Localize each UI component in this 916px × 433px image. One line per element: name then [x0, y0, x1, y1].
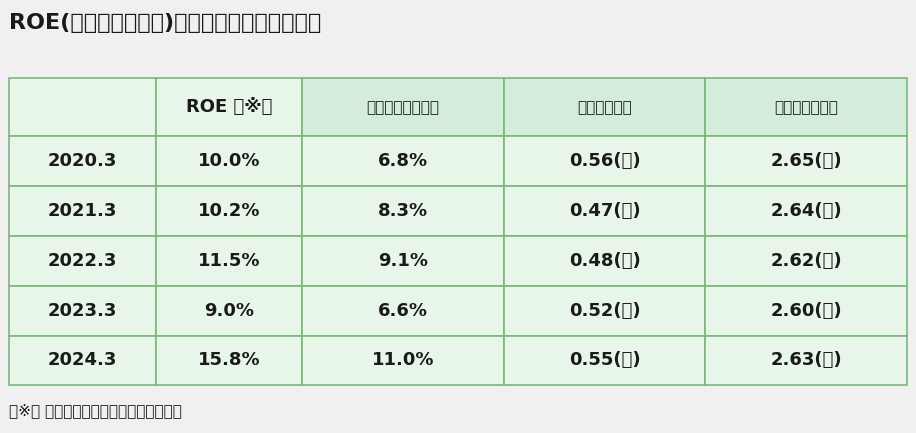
- Text: 2.64(倍): 2.64(倍): [770, 202, 842, 220]
- FancyBboxPatch shape: [302, 186, 504, 236]
- FancyBboxPatch shape: [302, 136, 504, 186]
- Text: 6.8%: 6.8%: [378, 152, 428, 170]
- Text: 0.52(回): 0.52(回): [569, 302, 640, 320]
- FancyBboxPatch shape: [302, 286, 504, 336]
- Text: 2.62(倍): 2.62(倍): [770, 252, 842, 270]
- Text: 9.0%: 9.0%: [204, 302, 254, 320]
- FancyBboxPatch shape: [705, 136, 907, 186]
- FancyBboxPatch shape: [705, 78, 907, 136]
- FancyBboxPatch shape: [9, 186, 156, 236]
- FancyBboxPatch shape: [504, 136, 705, 186]
- FancyBboxPatch shape: [302, 236, 504, 286]
- FancyBboxPatch shape: [302, 78, 504, 136]
- FancyBboxPatch shape: [9, 236, 156, 286]
- Text: 11.5%: 11.5%: [198, 252, 260, 270]
- Text: 財務レバレッジ: 財務レバレッジ: [774, 100, 838, 115]
- FancyBboxPatch shape: [156, 336, 302, 385]
- FancyBboxPatch shape: [302, 336, 504, 385]
- Text: 2020.3: 2020.3: [48, 152, 117, 170]
- FancyBboxPatch shape: [9, 286, 156, 336]
- Text: （※） 親会社所有者帰属持分当期利益率: （※） 親会社所有者帰属持分当期利益率: [9, 403, 182, 418]
- Text: 2021.3: 2021.3: [48, 202, 117, 220]
- FancyBboxPatch shape: [9, 78, 156, 136]
- FancyBboxPatch shape: [705, 236, 907, 286]
- FancyBboxPatch shape: [705, 186, 907, 236]
- Text: 9.1%: 9.1%: [378, 252, 428, 270]
- Text: 2023.3: 2023.3: [48, 302, 117, 320]
- Text: 2024.3: 2024.3: [48, 352, 117, 369]
- Text: 6.6%: 6.6%: [378, 302, 428, 320]
- Text: 2022.3: 2022.3: [48, 252, 117, 270]
- Text: 0.56(回): 0.56(回): [569, 152, 640, 170]
- Text: ROE(自己資本利益率)の分解と上昇・下降要因: ROE(自己資本利益率)の分解と上昇・下降要因: [9, 13, 322, 33]
- Text: 0.55(回): 0.55(回): [569, 352, 640, 369]
- FancyBboxPatch shape: [504, 78, 705, 136]
- Text: 10.0%: 10.0%: [198, 152, 260, 170]
- FancyBboxPatch shape: [9, 336, 156, 385]
- Text: 2.63(倍): 2.63(倍): [770, 352, 842, 369]
- FancyBboxPatch shape: [9, 136, 156, 186]
- Text: 2.60(倍): 2.60(倍): [770, 302, 842, 320]
- FancyBboxPatch shape: [156, 136, 302, 186]
- FancyBboxPatch shape: [705, 336, 907, 385]
- Text: 15.8%: 15.8%: [198, 352, 260, 369]
- Text: ROE （※）: ROE （※）: [186, 98, 272, 116]
- FancyBboxPatch shape: [156, 186, 302, 236]
- Text: 売上高当期利益率: 売上高当期利益率: [366, 100, 440, 115]
- FancyBboxPatch shape: [504, 336, 705, 385]
- FancyBboxPatch shape: [156, 236, 302, 286]
- Text: 8.3%: 8.3%: [378, 202, 428, 220]
- FancyBboxPatch shape: [504, 186, 705, 236]
- Text: 10.2%: 10.2%: [198, 202, 260, 220]
- Text: 2.65(倍): 2.65(倍): [770, 152, 842, 170]
- Text: 11.0%: 11.0%: [372, 352, 434, 369]
- FancyBboxPatch shape: [156, 286, 302, 336]
- FancyBboxPatch shape: [156, 78, 302, 136]
- FancyBboxPatch shape: [504, 286, 705, 336]
- Text: 0.48(回): 0.48(回): [569, 252, 640, 270]
- FancyBboxPatch shape: [705, 286, 907, 336]
- Text: 0.47(回): 0.47(回): [569, 202, 640, 220]
- FancyBboxPatch shape: [504, 236, 705, 286]
- Text: 総資本回転率: 総資本回転率: [577, 100, 632, 115]
